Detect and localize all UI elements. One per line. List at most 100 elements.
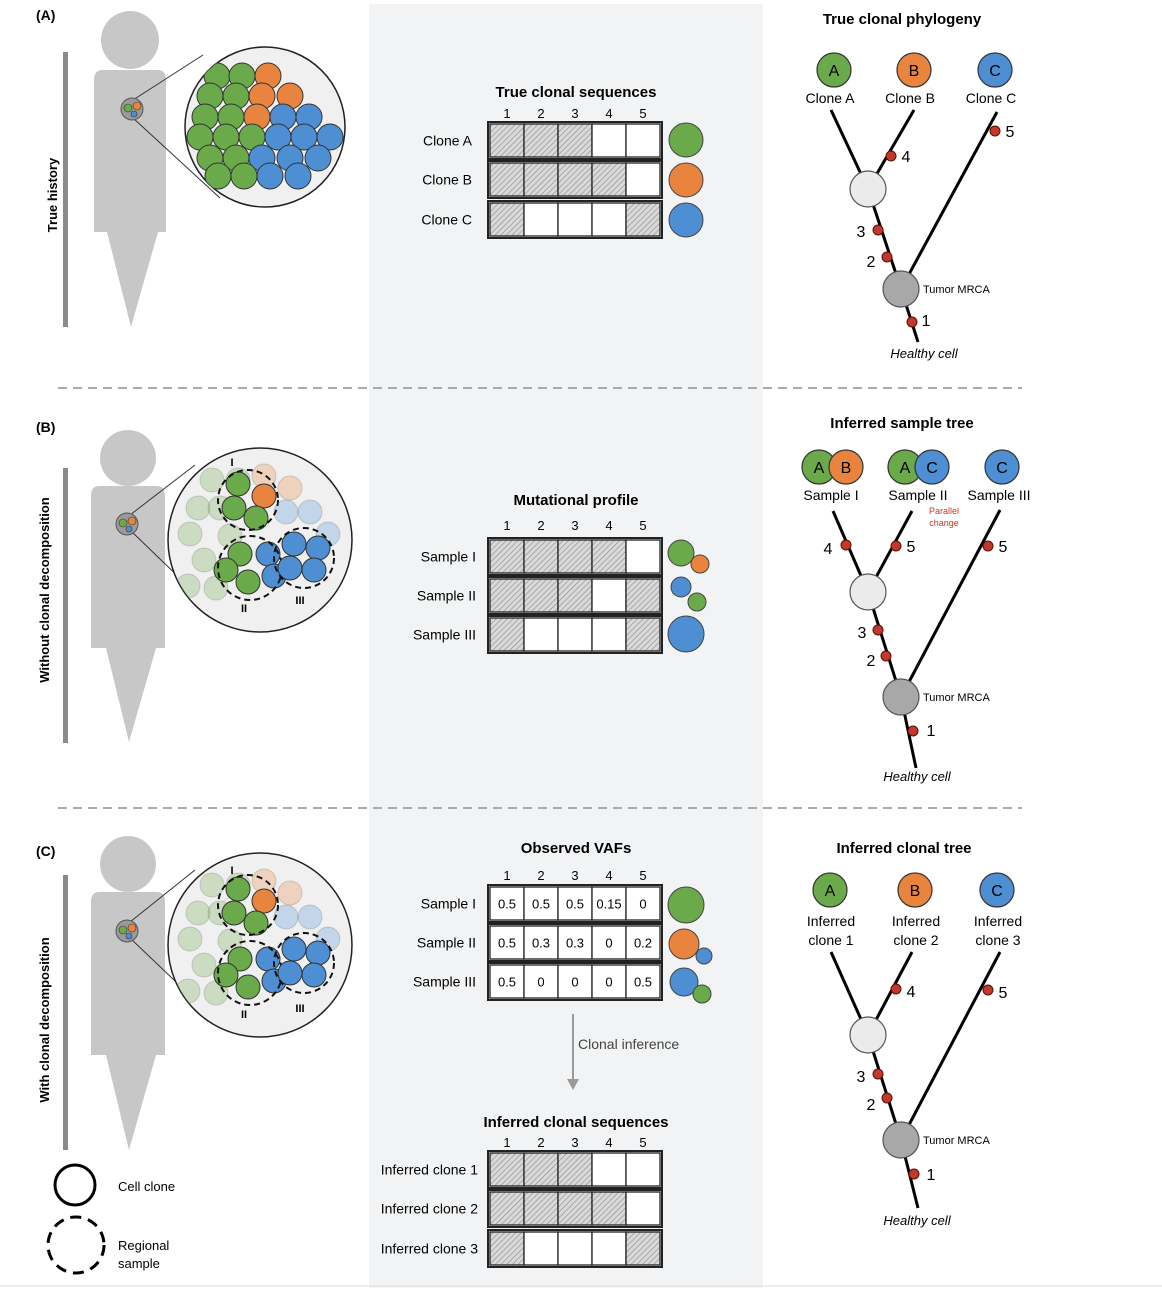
tumor-cell [243,505,269,531]
mutation-label: 3 [857,1069,866,1086]
mutation-label: 3 [858,625,867,642]
site-number-label: 1 [503,1135,510,1150]
sequence-cell [557,578,593,613]
clone-proportion-dot [692,984,712,1004]
sequence-row-frame [487,537,663,576]
clone-proportion-dot [690,554,710,574]
tree-title-b: Inferred sample tree [830,415,973,432]
clone-proportion-dot [695,947,713,965]
sequence-cell [523,539,559,574]
sequence-row-frame [487,200,663,239]
row-label: Sample I [421,549,476,565]
sequence-cell [625,1152,661,1187]
row-label: Clone B [422,172,472,188]
mutation-marker [872,624,884,636]
sequence-cell [557,539,593,574]
site-number-label: 5 [639,106,646,121]
clone-proportion-dot [668,162,704,198]
region-label: II [241,603,247,615]
sequence-cell [591,1152,627,1187]
clone-node-circle [977,52,1013,88]
tumor-cell [301,962,327,988]
mutation-label: 2 [867,653,876,670]
sequence-cell [489,1191,525,1226]
tumor-mrca-node [882,678,920,716]
mutation-marker [906,316,918,328]
sequence-row-frame [487,884,663,923]
sequence-cell [591,162,627,197]
site-number-label: 2 [537,518,544,533]
faded-cell [177,521,203,547]
mutation-label: 1 [922,313,931,330]
tree-branch [899,951,1002,1141]
tumor-cell [213,962,239,988]
faded-cell [191,547,217,573]
faded-cell [273,499,299,525]
faded-cell [185,900,211,926]
tumor-mrca-node [882,270,920,308]
sequence-cell [489,162,525,197]
clone-node-circle [816,52,852,88]
sequence-row-frame [487,962,663,1001]
healthy-cell-label: Healthy cell [890,346,958,361]
tumor-cell [277,960,303,986]
faded-cell [177,926,203,952]
sequence-cell [625,1231,661,1266]
sequence-cell [625,202,661,237]
mutation-label: 1 [927,1167,936,1184]
vaf-value: 0.5 [498,975,516,990]
tumor-cell [281,531,307,557]
clone-node-letter: C [996,460,1008,477]
sequence-cell [591,617,627,652]
clone-node-letter: B [910,883,921,900]
tumor-cells-b [175,463,341,601]
sequence-cell [591,1191,627,1226]
clone-proportion-dot [670,576,692,598]
clone-leaf-label: Clone B [885,90,935,106]
legend-clone-label: Cell clone [118,1179,175,1194]
vaf-value: 0.5 [532,897,550,912]
clone-node-circle [897,872,933,908]
clone-node-circle [896,52,932,88]
sequence-cell [625,162,661,197]
mutation-label: 4 [907,984,916,1001]
clone-proportion-dot [668,122,704,158]
sequence-row-frame [487,1189,663,1228]
mutation-marker [872,1068,884,1080]
clone-node-circle [914,449,950,485]
sequence-cell [523,964,559,999]
clone-node-circle [812,872,848,908]
tumor-zoom-icon [115,852,353,1038]
side-bar-a [63,52,68,327]
healthy-cell-label: Healthy cell [883,1213,951,1228]
faded-cell [199,872,225,898]
vaf-value: 0 [605,936,612,951]
mutation-label: 5 [907,539,916,556]
tumor-cell [227,541,253,567]
inferred-clone-leaf-label: Inferred [892,913,940,929]
ancestral-clone-node [849,1016,887,1054]
mutation-marker [908,1168,920,1180]
site-number-label: 4 [605,868,612,883]
tumor-cell [304,144,332,172]
clone-node-letter: B [841,460,852,477]
mutation-label: 5 [999,539,1008,556]
mutation-marker [881,251,893,263]
mutation-marker [840,539,852,551]
sequence-cell [489,617,525,652]
mutation-label: 2 [867,1097,876,1114]
sequence-cell [557,202,593,237]
sequence-row-frame [487,615,663,654]
sequence-cell [523,123,559,158]
vaf-value: 0.5 [566,897,584,912]
ancestral-clone-node [849,573,887,611]
site-number-label: 4 [605,518,612,533]
vaf-value: 0.5 [634,975,652,990]
sequence-cell [625,964,661,999]
vaf-value: 0.5 [498,936,516,951]
mutation-marker [872,224,884,236]
mutation-marker [989,125,1001,137]
table-title-a: True clonal sequences [496,84,657,101]
tumor-cell [221,495,247,521]
